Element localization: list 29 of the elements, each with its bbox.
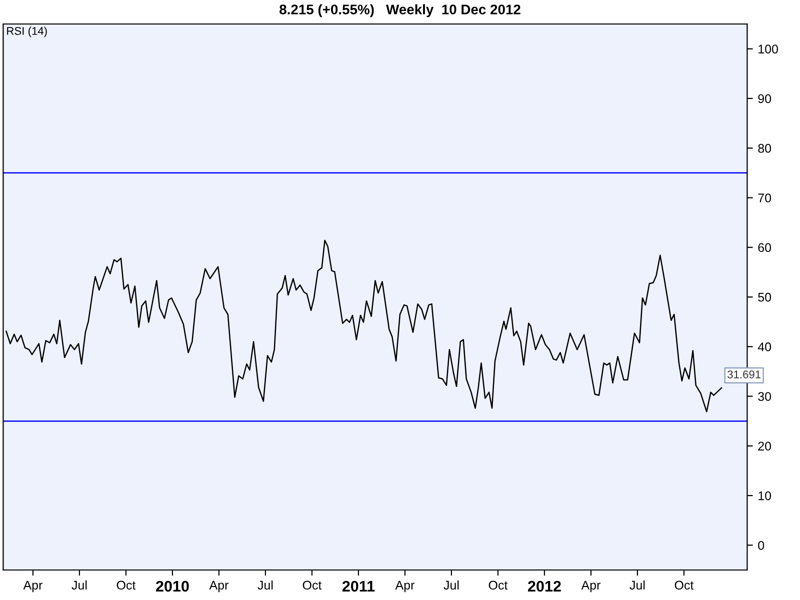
annotation: RSI (14) (7, 26, 47, 38)
x-tick-label: Jul (630, 580, 645, 590)
x-tick-label: 2011 (342, 580, 375, 592)
x-tick-label: Oct (116, 580, 136, 590)
y-tick-label: 90 (758, 94, 772, 104)
y-tick-label: 100 (758, 44, 778, 54)
x-tick-label: Apr (23, 580, 42, 592)
x-tick-label: Jul (72, 580, 87, 590)
x-tick-label: Apr (581, 580, 600, 592)
x-tick-label: 2010 (156, 580, 189, 592)
x-tick-label: Apr (395, 580, 414, 592)
x-tick-label: Jul (258, 580, 273, 590)
x-tick-label: Apr (209, 580, 228, 592)
y-tick-label: 80 (758, 144, 772, 153)
y-tick-label: 60 (758, 243, 772, 252)
y-tick-label: 30 (758, 392, 772, 401)
y-tick-label: 70 (758, 194, 772, 202)
x-tick-label: Oct (488, 580, 508, 590)
x-tick-label: Jul (444, 580, 459, 590)
x-tick-label: 2012 (528, 580, 561, 592)
y-tick-label: 40 (758, 342, 772, 352)
y-tick-label: 50 (758, 292, 772, 302)
x-tick-label: Oct (302, 580, 322, 590)
x-tick-label: Oct (674, 580, 694, 590)
y-tick-label: 20 (758, 442, 772, 451)
y-tick-label: 10 (758, 491, 772, 500)
chart-title: 8.215 (+0.55%) Weekly 10 Dec 2012 (280, 4, 520, 18)
y-tick-label: 0 (758, 540, 764, 550)
annotation: 31.691 (728, 370, 761, 378)
